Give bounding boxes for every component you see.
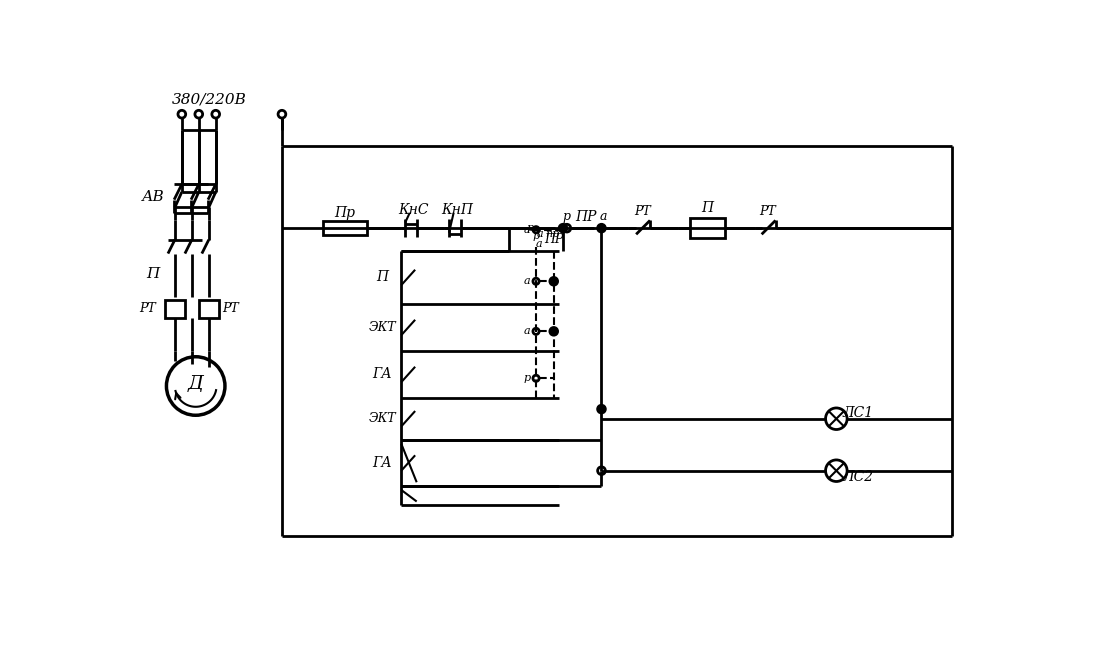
Text: а: а: [524, 276, 531, 286]
Text: а: а: [536, 239, 543, 248]
Bar: [165, 300, 185, 318]
Circle shape: [559, 224, 567, 232]
Text: Пр: Пр: [334, 206, 354, 220]
Text: Д: Д: [188, 374, 203, 393]
Text: а: а: [524, 326, 531, 336]
Text: р: р: [523, 373, 531, 384]
Text: ЭКТ: ЭКТ: [369, 412, 396, 425]
Text: РТ: РТ: [139, 302, 155, 315]
Text: ЭКТ: ЭКТ: [369, 321, 396, 334]
Text: КнП: КнП: [442, 203, 474, 216]
Text: р: р: [562, 210, 571, 223]
Text: АВ: АВ: [142, 190, 165, 204]
Circle shape: [550, 328, 558, 335]
Bar: [690, 218, 724, 238]
Text: П: П: [147, 267, 160, 281]
Text: р: р: [526, 223, 534, 233]
Text: РТ: РТ: [759, 205, 776, 218]
Text: ЛС2: ЛС2: [842, 470, 873, 484]
Text: а: а: [536, 229, 544, 239]
Text: ПР: ПР: [544, 233, 563, 246]
Circle shape: [550, 278, 558, 285]
Text: 380/220В: 380/220В: [172, 92, 246, 107]
Text: ЛС1: ЛС1: [842, 406, 873, 419]
Text: р: р: [533, 231, 539, 241]
Circle shape: [597, 224, 605, 232]
Bar: [199, 300, 219, 318]
Text: а: а: [524, 225, 531, 235]
Text: П: П: [376, 270, 388, 285]
Text: пр: пр: [545, 229, 559, 239]
Text: ГА: ГА: [372, 456, 392, 470]
Text: ПР: ПР: [575, 209, 597, 224]
Bar: [323, 221, 366, 235]
Text: РТ: РТ: [222, 302, 238, 315]
Text: ГА: ГА: [372, 367, 392, 382]
Text: а: а: [600, 210, 607, 223]
Circle shape: [597, 405, 605, 413]
Text: КнС: КнС: [398, 203, 429, 216]
Text: РТ: РТ: [633, 205, 651, 218]
Text: П: П: [701, 201, 713, 215]
